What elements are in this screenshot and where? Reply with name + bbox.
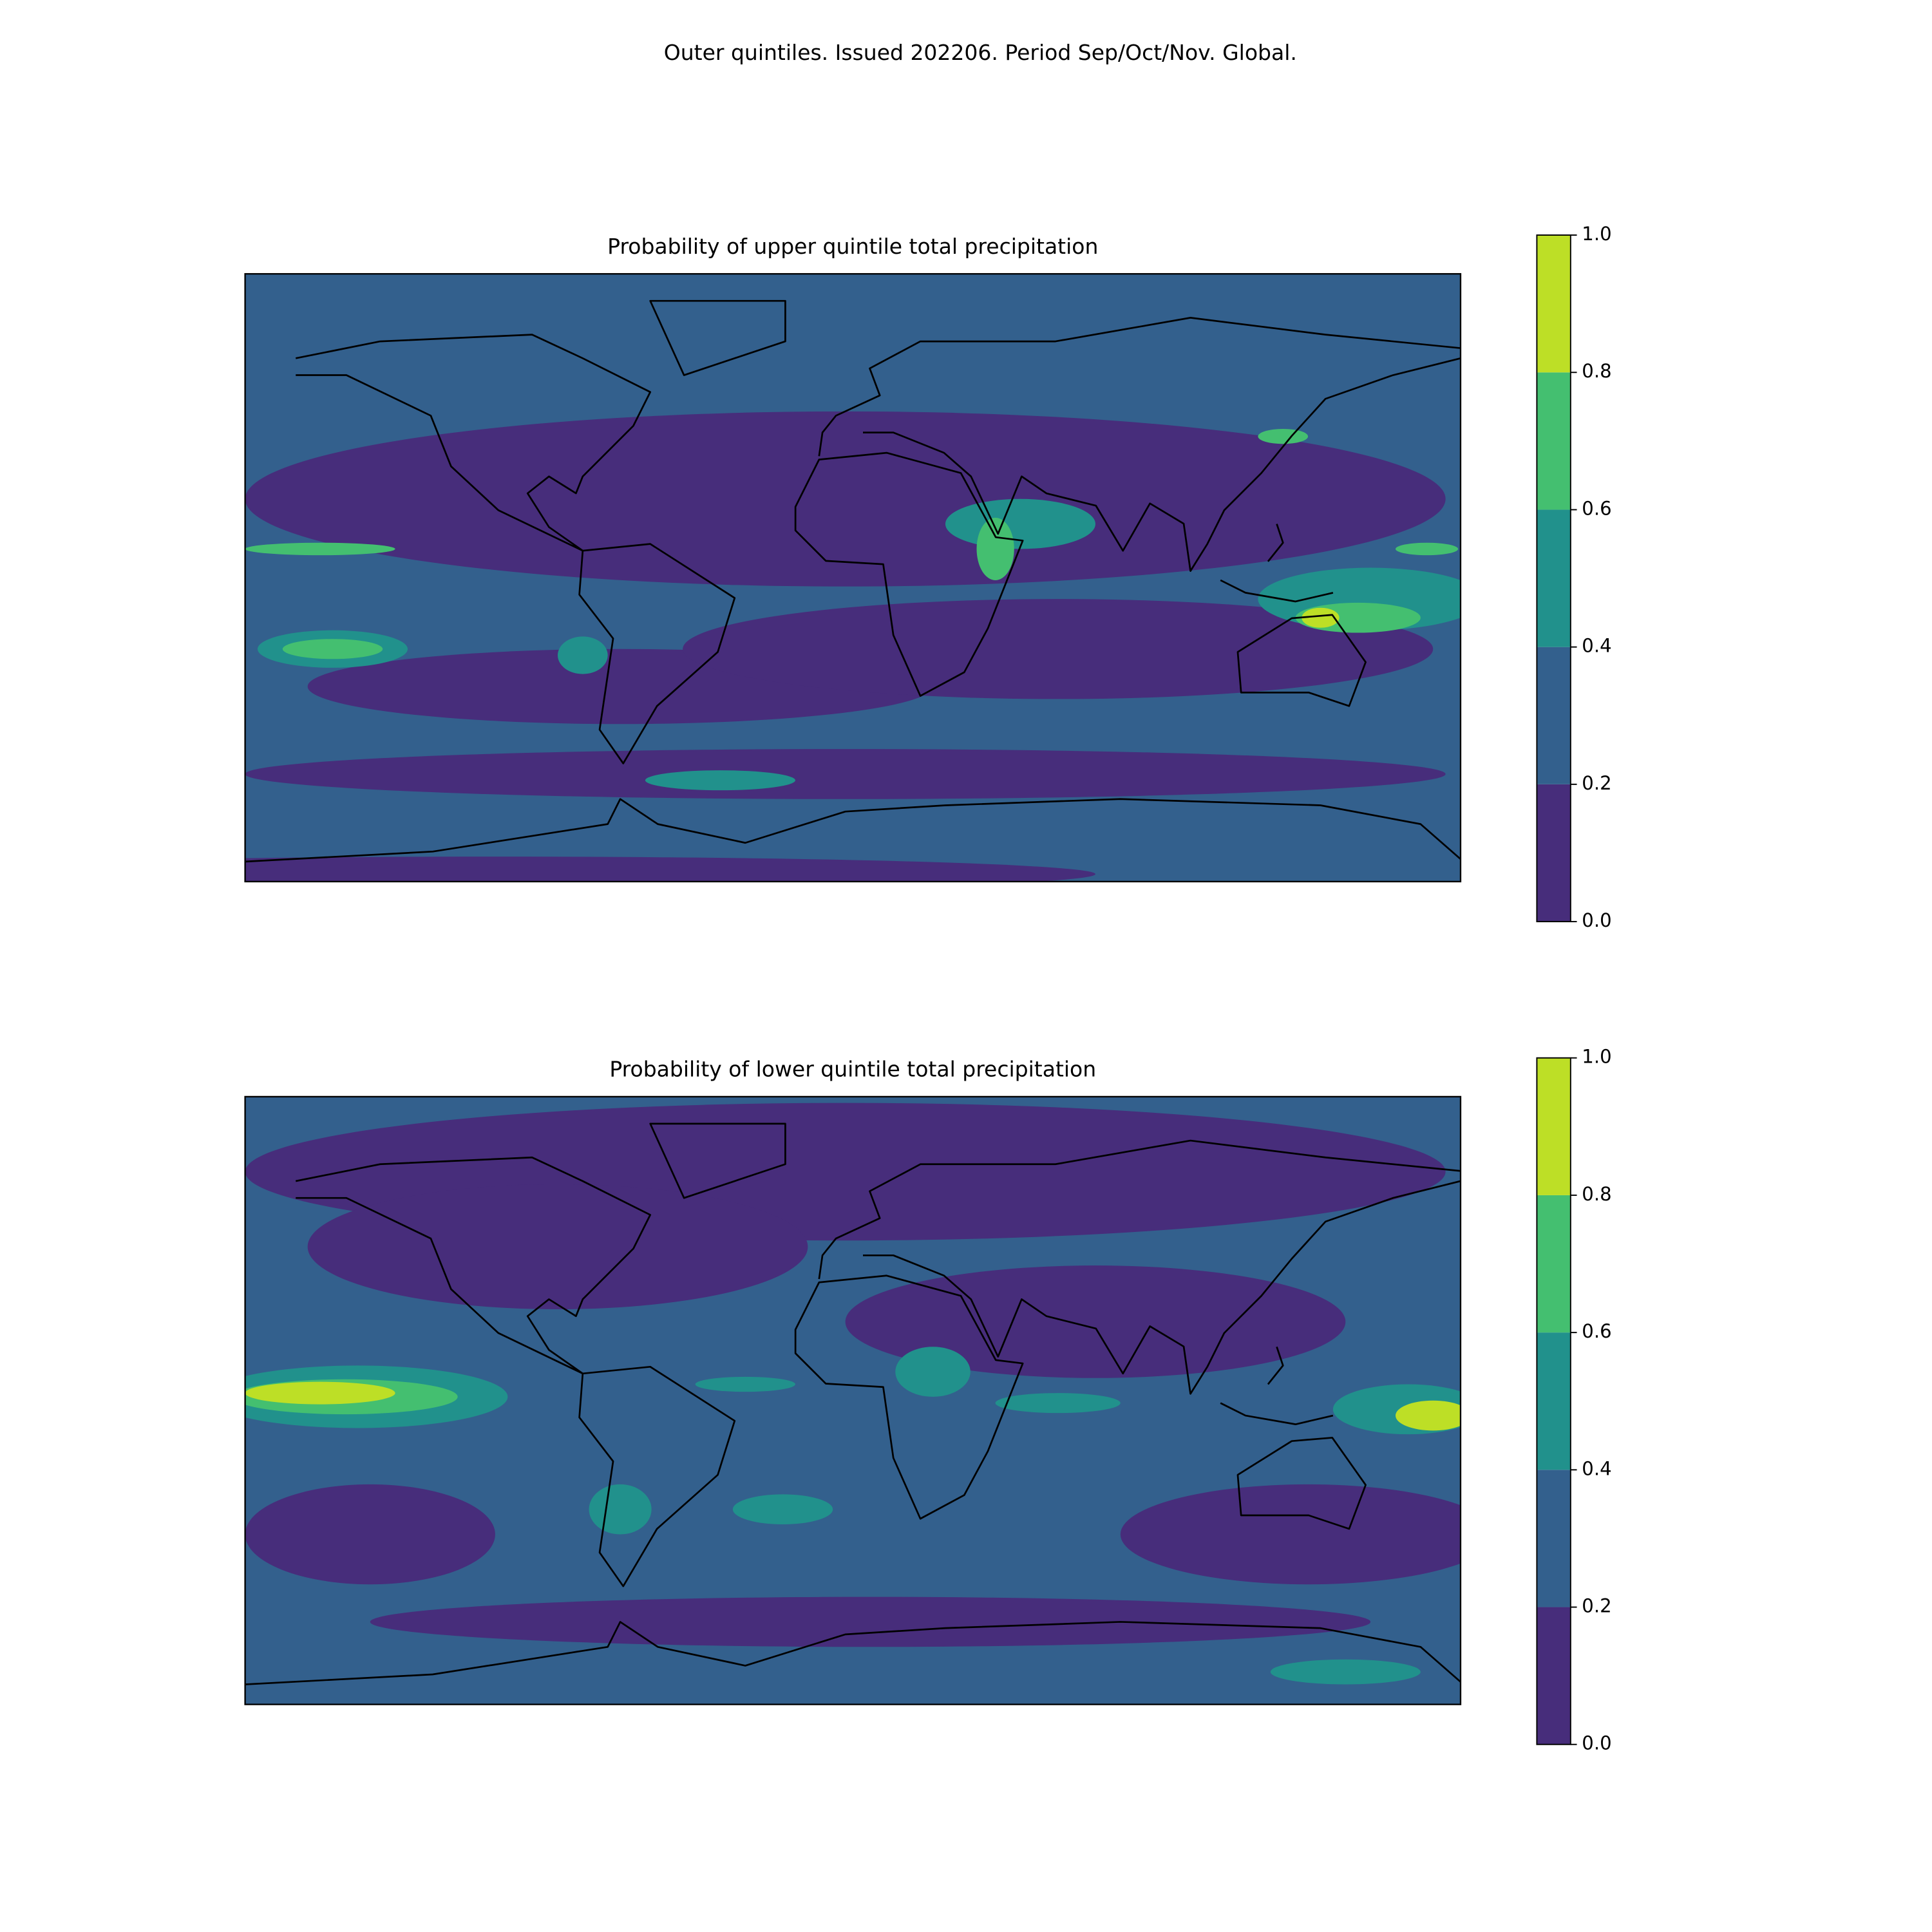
field-patch	[370, 1596, 1371, 1647]
colorbar-tick-label: 0.2	[1582, 1595, 1611, 1617]
colorbar-segment	[1537, 1057, 1571, 1195]
field-patch	[1270, 1659, 1421, 1685]
field-patch	[976, 517, 1014, 580]
map-field	[245, 274, 1461, 882]
field-patch	[1302, 607, 1340, 628]
field-patch	[558, 636, 608, 674]
colorbar-tick-label: 0.4	[1582, 1457, 1611, 1479]
colorbar-tick-label: 1.0	[1582, 1046, 1611, 1068]
field-patch	[1395, 542, 1459, 556]
field-patch	[282, 639, 383, 659]
map-field	[245, 1096, 1461, 1705]
field-patch	[895, 1347, 971, 1397]
colorbar-tick-label: 0.4	[1582, 635, 1611, 657]
figure-title: Outer quintiles. Issued 202206. Period S…	[664, 40, 1297, 65]
colorbar-segment	[1537, 1195, 1571, 1333]
field-patch	[683, 599, 1434, 699]
field-patch	[995, 1393, 1121, 1414]
colorbar-tick-label: 0.6	[1582, 1320, 1611, 1342]
field-patch	[1396, 1400, 1461, 1431]
colorbar-tick-label: 0.6	[1582, 497, 1611, 519]
colorbar-tick-label: 0.2	[1582, 772, 1611, 794]
colorbar-segment	[1537, 235, 1571, 373]
colorbar-segment	[1537, 1332, 1571, 1470]
field-patch	[695, 1376, 795, 1392]
map-frame	[244, 1095, 1462, 1705]
field-patch	[732, 1494, 833, 1524]
colorbar-segment	[1537, 1470, 1571, 1607]
colorbar-tick-label: 0.0	[1582, 909, 1611, 931]
colorbar-segment	[1537, 372, 1571, 510]
colorbar-segment	[1537, 509, 1571, 647]
map-frame	[244, 273, 1462, 883]
field-patch	[245, 749, 1446, 799]
field-patch	[307, 1184, 808, 1310]
colorbar-segment	[1537, 647, 1571, 784]
panel-title: Probability of upper quintile total prec…	[607, 234, 1098, 259]
colorbar-tick-label: 0.8	[1582, 360, 1611, 382]
field-patch	[245, 1381, 395, 1405]
panel-title: Probability of lower quintile total prec…	[609, 1057, 1096, 1082]
field-patch	[589, 1484, 652, 1535]
field-patch	[245, 1484, 495, 1585]
field-patch	[945, 498, 1095, 549]
field-patch	[245, 411, 1446, 587]
colorbar-frame	[1536, 234, 1571, 923]
colorbar-tick-label: 0.8	[1582, 1183, 1611, 1205]
field-patch	[1120, 1484, 1461, 1585]
colorbar-segment	[1537, 1607, 1571, 1745]
colorbar-tick-label: 0.0	[1582, 1732, 1611, 1754]
field-patch	[245, 542, 395, 556]
colorbar-tick-label: 1.0	[1582, 223, 1611, 245]
colorbar-frame	[1536, 1057, 1571, 1745]
field-patch	[845, 1265, 1346, 1378]
field-patch	[245, 857, 1095, 882]
colorbar-segment	[1537, 784, 1571, 922]
field-patch	[1258, 429, 1309, 444]
field-patch	[645, 770, 795, 791]
